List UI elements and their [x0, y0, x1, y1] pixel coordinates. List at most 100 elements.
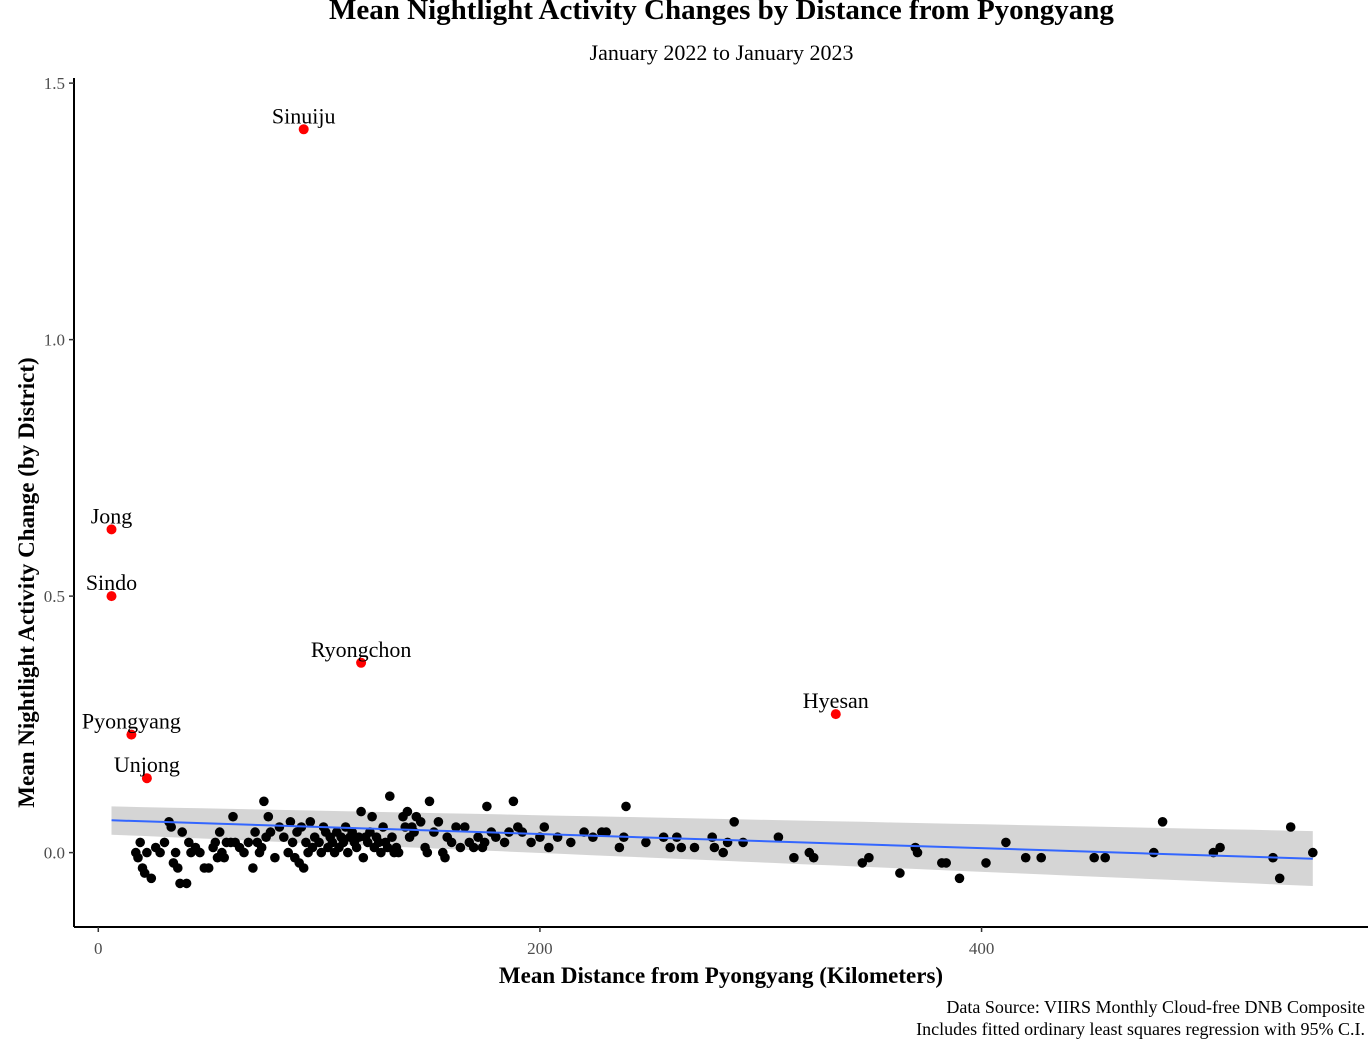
data-point — [451, 822, 461, 832]
data-point — [142, 847, 152, 858]
highlight-point-jong — [106, 524, 117, 535]
data-point — [641, 837, 651, 848]
data-point — [446, 837, 457, 848]
data-point — [270, 852, 280, 863]
data-point — [689, 842, 700, 853]
data-point — [250, 827, 260, 837]
data-point — [566, 837, 576, 848]
data-point — [415, 817, 426, 827]
data-point — [139, 868, 150, 878]
data-point — [440, 852, 450, 863]
data-point — [954, 873, 965, 884]
chart-subtitle: January 2022 to January 2023 — [589, 40, 854, 65]
data-point — [298, 863, 309, 873]
data-point — [135, 837, 145, 848]
data-point — [912, 847, 923, 858]
data-point — [166, 822, 176, 832]
data-point — [347, 827, 358, 837]
data-point — [259, 796, 269, 807]
data-point — [1285, 822, 1296, 832]
highlight-point-unjong — [141, 773, 152, 784]
data-point — [219, 852, 229, 863]
data-point — [314, 837, 324, 848]
data-point — [243, 837, 254, 848]
data-point — [338, 837, 349, 848]
y-axis-title: Mean Nightlight Activity Change (by Dist… — [14, 357, 39, 807]
data-point — [356, 806, 366, 817]
points-group — [131, 791, 1318, 889]
highlight-point-sindo — [106, 591, 117, 602]
data-point — [159, 837, 170, 848]
data-point — [373, 837, 384, 848]
data-point — [239, 847, 249, 858]
regression-line — [111, 819, 1313, 860]
data-point — [864, 852, 874, 863]
data-point — [1215, 842, 1225, 853]
ticks-group: 0.0 0.5 1.0 1.5 0 200 400 — [44, 74, 995, 958]
point-label-sinuiju: Sinuiju — [272, 103, 336, 128]
regression-line-group — [111, 819, 1313, 860]
data-point — [433, 817, 444, 827]
chart-title: Mean Nightlight Activity Changes by Dist… — [329, 0, 1114, 26]
data-point — [621, 801, 631, 812]
highlight-point-sinuiju — [298, 124, 309, 135]
data-point — [402, 806, 413, 817]
data-point — [175, 878, 185, 889]
data-point — [526, 837, 536, 848]
data-point — [517, 827, 528, 837]
y-tick-label: 1.0 — [44, 331, 65, 350]
x-tick-label: 0 — [94, 939, 103, 958]
highlight-point-ryongchon — [356, 657, 367, 668]
highlight-point-pyongyang — [126, 729, 137, 740]
data-point — [1274, 873, 1285, 884]
data-point — [672, 832, 682, 842]
data-point — [1001, 837, 1011, 848]
data-point — [228, 811, 238, 822]
data-point — [482, 801, 492, 812]
data-point — [365, 827, 375, 837]
data-point — [382, 842, 393, 853]
data-point — [170, 847, 181, 858]
data-point — [362, 837, 373, 848]
highlighted-points-group — [106, 124, 841, 784]
data-point — [424, 796, 435, 807]
data-point — [460, 822, 470, 832]
data-point — [195, 847, 205, 858]
data-point — [539, 822, 550, 832]
point-label-jong: Jong — [91, 503, 133, 528]
data-point — [274, 822, 285, 832]
data-point — [146, 873, 157, 884]
data-point — [177, 827, 187, 837]
data-point — [808, 852, 819, 863]
data-point — [301, 837, 311, 848]
data-point — [941, 858, 951, 868]
data-point — [588, 832, 598, 842]
data-point — [614, 842, 625, 853]
data-point — [468, 842, 479, 853]
x-axis-title: Mean Distance from Pyongyang (Kilometers… — [499, 963, 943, 988]
data-point — [173, 863, 183, 873]
data-point — [479, 837, 490, 848]
data-point — [1308, 847, 1318, 858]
data-point — [263, 811, 274, 822]
data-point — [265, 827, 276, 837]
data-point — [248, 863, 258, 873]
data-point — [981, 858, 991, 868]
data-point — [385, 791, 395, 801]
data-point — [1036, 852, 1046, 863]
chart-caption: Data Source: VIIRS Monthly Cloud-free DN… — [916, 996, 1365, 1040]
data-point — [279, 832, 289, 842]
data-point — [1089, 852, 1099, 863]
data-point — [287, 837, 298, 848]
y-tick-label: 0.5 — [44, 587, 65, 606]
y-tick-label: 1.5 — [44, 74, 65, 93]
data-point — [709, 842, 720, 853]
caption-line-source: Data Source: VIIRS Monthly Cloud-free DN… — [946, 997, 1365, 1017]
data-point — [895, 868, 905, 878]
data-point — [718, 847, 728, 858]
point-label-unjong: Unjong — [114, 752, 180, 777]
data-point — [393, 847, 404, 858]
data-point — [455, 842, 466, 853]
y-tick-label: 0.0 — [44, 844, 65, 863]
